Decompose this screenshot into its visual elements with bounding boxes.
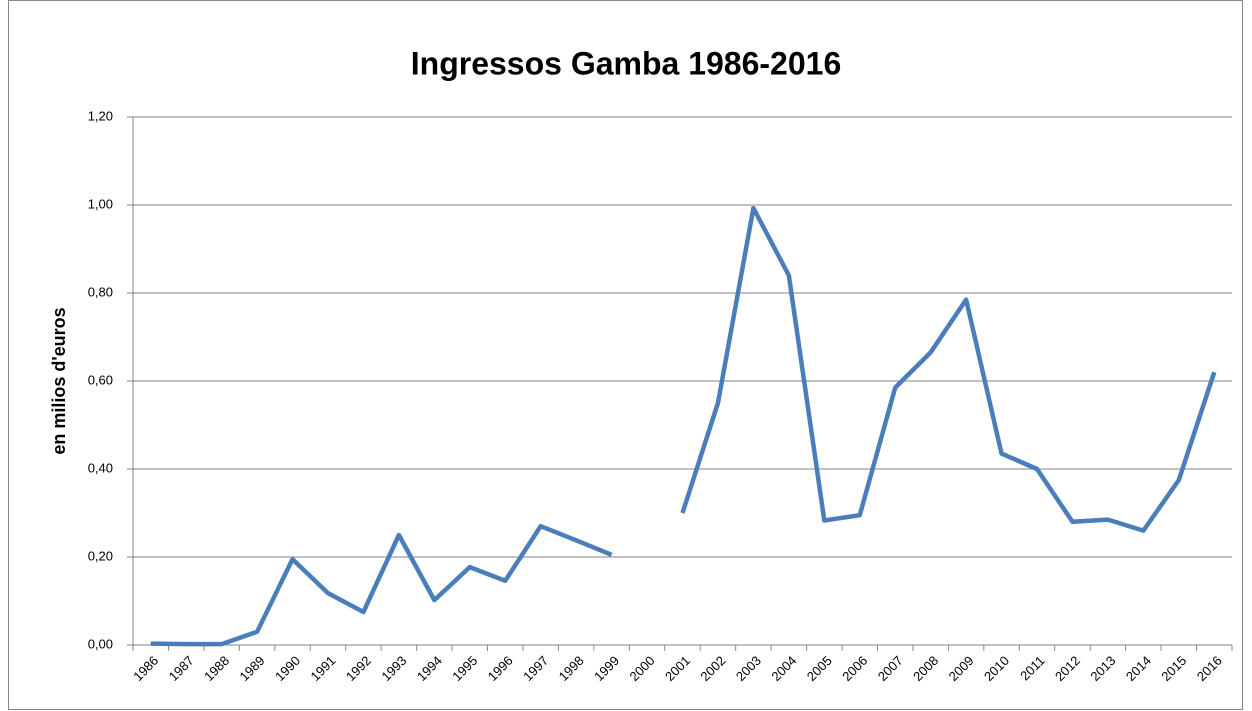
y-tick-label: 0,60 — [88, 372, 113, 387]
chart-title: Ingressos Gamba 1986-2016 — [411, 45, 841, 81]
y-tick-label: 0,40 — [88, 460, 113, 475]
y-tick-label: 1,20 — [88, 108, 113, 123]
y-tick-label: 0,20 — [88, 548, 113, 563]
y-tick-label: 1,00 — [88, 196, 113, 211]
data-line — [150, 205, 1217, 647]
y-tick-label: 0,80 — [88, 284, 113, 299]
y-tick-label: 0,00 — [88, 636, 113, 651]
chart-frame — [8, 0, 1243, 710]
y-axis-title: en milios d'euros — [49, 307, 69, 454]
